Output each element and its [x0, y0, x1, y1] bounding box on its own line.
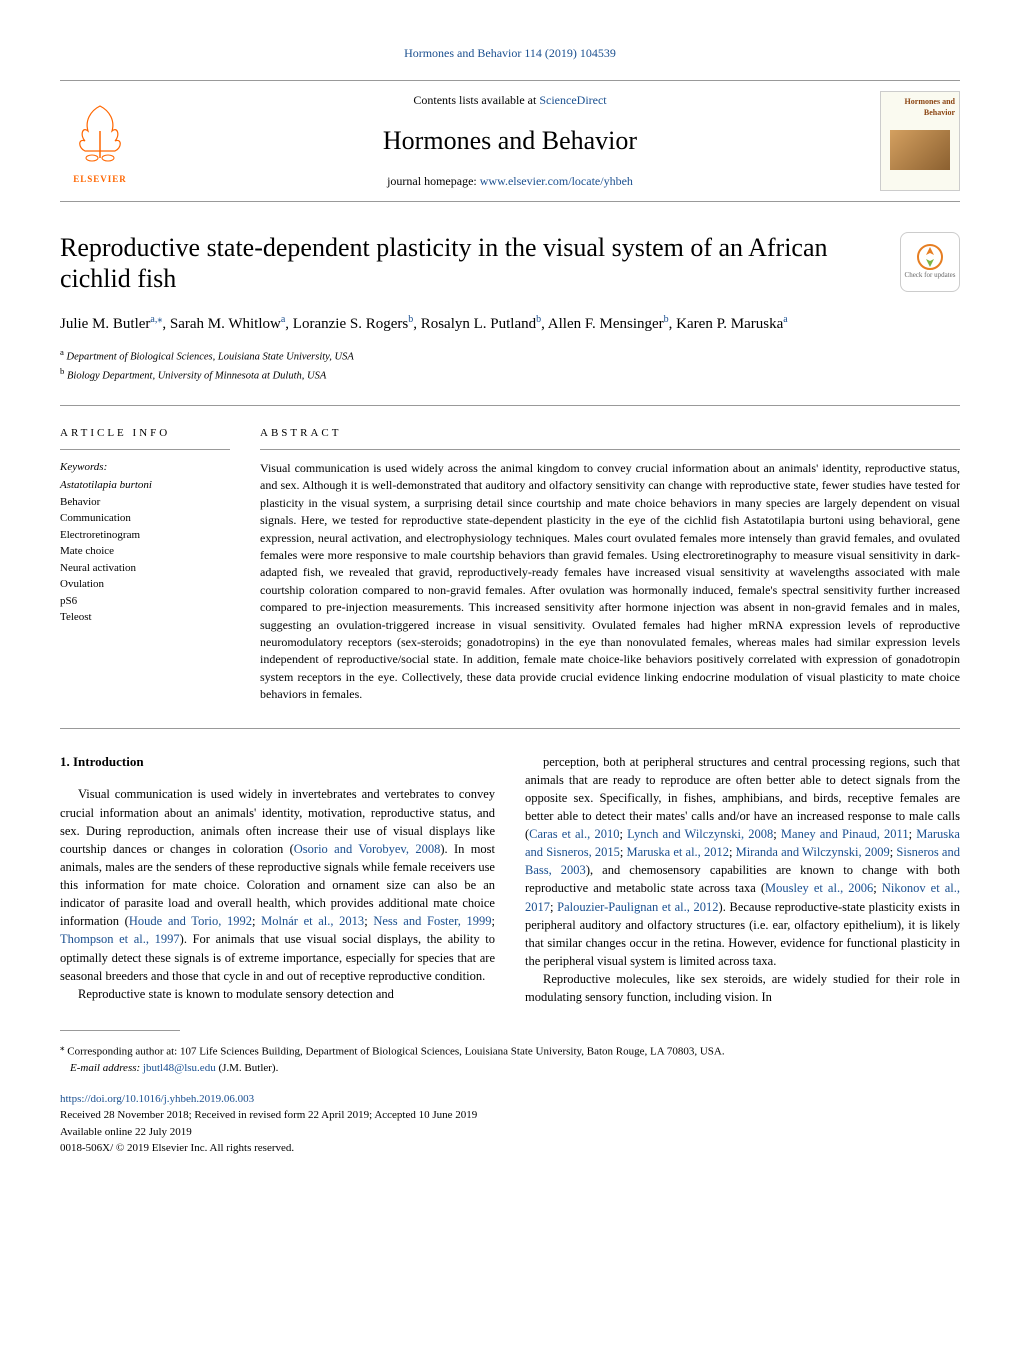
section-number: 1.	[60, 754, 70, 769]
contents-prefix: Contents lists available at	[413, 93, 539, 107]
reference-link[interactable]: Mousley et al., 2006	[765, 881, 873, 895]
article-title: Reproductive state-dependent plasticity …	[60, 232, 880, 294]
article-info-column: ARTICLE INFO Keywords: Astatotilapia bur…	[60, 426, 260, 704]
col1-paragraphs: Visual communication is used widely in i…	[60, 785, 495, 1003]
homepage-line: journal homepage: www.elsevier.com/locat…	[140, 173, 880, 190]
affil-sup: a	[60, 347, 64, 357]
reference-link[interactable]: Molnár et al., 2013	[261, 914, 364, 928]
elsevier-brand-text: ELSEVIER	[60, 173, 140, 186]
doi-block: https://doi.org/10.1016/j.yhbeh.2019.06.…	[60, 1091, 960, 1157]
info-divider	[60, 449, 230, 450]
author-name: Sarah M. Whitlow	[170, 316, 281, 332]
section-heading-intro: 1. Introduction	[60, 753, 495, 772]
page-container: Hormones and Behavior 114 (2019) 104539 …	[0, 0, 1020, 1202]
author-affil-sup: a	[281, 314, 285, 325]
updates-icon	[916, 243, 944, 271]
reference-link[interactable]: Palouzier-Paulignan et al., 2012	[557, 900, 718, 914]
homepage-prefix: journal homepage:	[387, 174, 480, 188]
body-column-right: perception, both at peripheral structure…	[525, 753, 960, 1007]
available-line: Available online 22 July 2019	[60, 1126, 192, 1138]
body-column-left: 1. Introduction Visual communication is …	[60, 753, 495, 1007]
copyright-line: 0018-506X/ © 2019 Elsevier Inc. All righ…	[60, 1142, 294, 1154]
body-paragraph: Reproductive molecules, like sex steroid…	[525, 970, 960, 1006]
check-updates-badge[interactable]: Check for updates	[900, 232, 960, 292]
author-name: Allen F. Mensinger	[548, 316, 664, 332]
updates-label: Check for updates	[905, 271, 956, 281]
keyword-item: Communication	[60, 510, 230, 527]
cover-image-placeholder	[890, 130, 950, 170]
info-abstract-row: ARTICLE INFO Keywords: Astatotilapia bur…	[60, 405, 960, 704]
reference-link[interactable]: Lynch and Wilczynski, 2008	[627, 827, 773, 841]
reference-link[interactable]: Maruska et al., 2012	[626, 845, 728, 859]
section-title: Introduction	[73, 754, 144, 769]
keyword-item: Astatotilapia burtoni	[60, 477, 230, 494]
sciencedirect-link[interactable]: ScienceDirect	[539, 93, 606, 107]
reference-link[interactable]: Maney and Pinaud, 2011	[781, 827, 909, 841]
journal-name: Hormones and Behavior	[140, 123, 880, 159]
author-affil-sup: b	[664, 314, 669, 325]
keywords-list: Astatotilapia burtoniBehaviorCommunicati…	[60, 477, 230, 626]
cover-title-text: Hormones and Behavior	[881, 92, 959, 122]
abstract-text: Visual communication is used widely acro…	[260, 460, 960, 703]
contents-line: Contents lists available at ScienceDirec…	[140, 92, 880, 109]
keyword-item: Ovulation	[60, 576, 230, 593]
reference-link[interactable]: Thompson et al., 1997	[60, 932, 180, 946]
email-link[interactable]: jbutl48@lsu.edu	[143, 1062, 216, 1074]
author-affil-sup: b	[408, 314, 413, 325]
abstract-divider	[260, 449, 960, 450]
body-paragraph: Reproductive state is known to modulate …	[60, 985, 495, 1003]
affil-text: Department of Biological Sciences, Louis…	[67, 352, 354, 363]
author-affil-sup: a,⁎	[150, 314, 162, 325]
body-top-divider	[60, 728, 960, 729]
keyword-item: Behavior	[60, 494, 230, 511]
header-center: Contents lists available at ScienceDirec…	[140, 92, 880, 190]
homepage-link[interactable]: www.elsevier.com/locate/yhbeh	[480, 174, 633, 188]
reference-link[interactable]: Caras et al., 2010	[529, 827, 619, 841]
top-citation: Hormones and Behavior 114 (2019) 104539	[60, 45, 960, 62]
email-label: E-mail address:	[70, 1062, 143, 1074]
journal-cover-thumbnail: Hormones and Behavior	[880, 91, 960, 191]
author-name: Julie M. Butler	[60, 316, 150, 332]
keyword-item: Electroretinogram	[60, 527, 230, 544]
footnote-divider	[60, 1030, 180, 1031]
article-info-heading: ARTICLE INFO	[60, 426, 230, 441]
reference-link[interactable]: Houde and Torio, 1992	[129, 914, 252, 928]
corresponding-marker: ⁎	[60, 1042, 65, 1052]
author-affil-sup: b	[536, 314, 541, 325]
top-citation-link[interactable]: Hormones and Behavior 114 (2019) 104539	[404, 46, 616, 60]
affil-text: Biology Department, University of Minnes…	[67, 371, 326, 382]
reference-link[interactable]: Miranda and Wilczynski, 2009	[736, 845, 890, 859]
keyword-item: Mate choice	[60, 543, 230, 560]
col2-paragraphs: perception, both at peripheral structure…	[525, 753, 960, 1007]
reference-link[interactable]: Osorio and Vorobyev, 2008	[294, 842, 441, 856]
keyword-item: pS6	[60, 593, 230, 610]
elsevier-tree-icon	[70, 96, 130, 166]
authors-line: Julie M. Butlera,⁎, Sarah M. Whitlowa, L…	[60, 312, 960, 336]
author-name: Loranzie S. Rogers	[293, 316, 408, 332]
affil-sup: b	[60, 366, 64, 376]
title-row: Reproductive state-dependent plasticity …	[60, 232, 960, 294]
keyword-item: Teleost	[60, 609, 230, 626]
journal-header: ELSEVIER Contents lists available at Sci…	[60, 80, 960, 202]
doi-link[interactable]: https://doi.org/10.1016/j.yhbeh.2019.06.…	[60, 1093, 254, 1105]
reference-link[interactable]: Ness and Foster, 1999	[373, 914, 491, 928]
corresponding-text: Corresponding author at: 107 Life Scienc…	[67, 1046, 724, 1058]
abstract-column: ABSTRACT Visual communication is used wi…	[260, 426, 960, 704]
keyword-item: Neural activation	[60, 560, 230, 577]
author-name: Karen P. Maruska	[676, 316, 783, 332]
email-attribution: (J.M. Butler).	[216, 1062, 279, 1074]
keywords-label: Keywords:	[60, 460, 230, 475]
affiliations: a Department of Biological Sciences, Lou…	[60, 346, 960, 385]
abstract-heading: ABSTRACT	[260, 426, 960, 441]
corresponding-author-footnote: ⁎ Corresponding author at: 107 Life Scie…	[60, 1041, 960, 1077]
author-affil-sup: a	[783, 314, 787, 325]
author-name: Rosalyn L. Putland	[421, 316, 536, 332]
body-paragraph: Visual communication is used widely in i…	[60, 785, 495, 984]
body-paragraph: perception, both at peripheral structure…	[525, 753, 960, 971]
body-columns: 1. Introduction Visual communication is …	[60, 753, 960, 1007]
received-line: Received 28 November 2018; Received in r…	[60, 1109, 477, 1121]
elsevier-logo: ELSEVIER	[60, 96, 140, 186]
